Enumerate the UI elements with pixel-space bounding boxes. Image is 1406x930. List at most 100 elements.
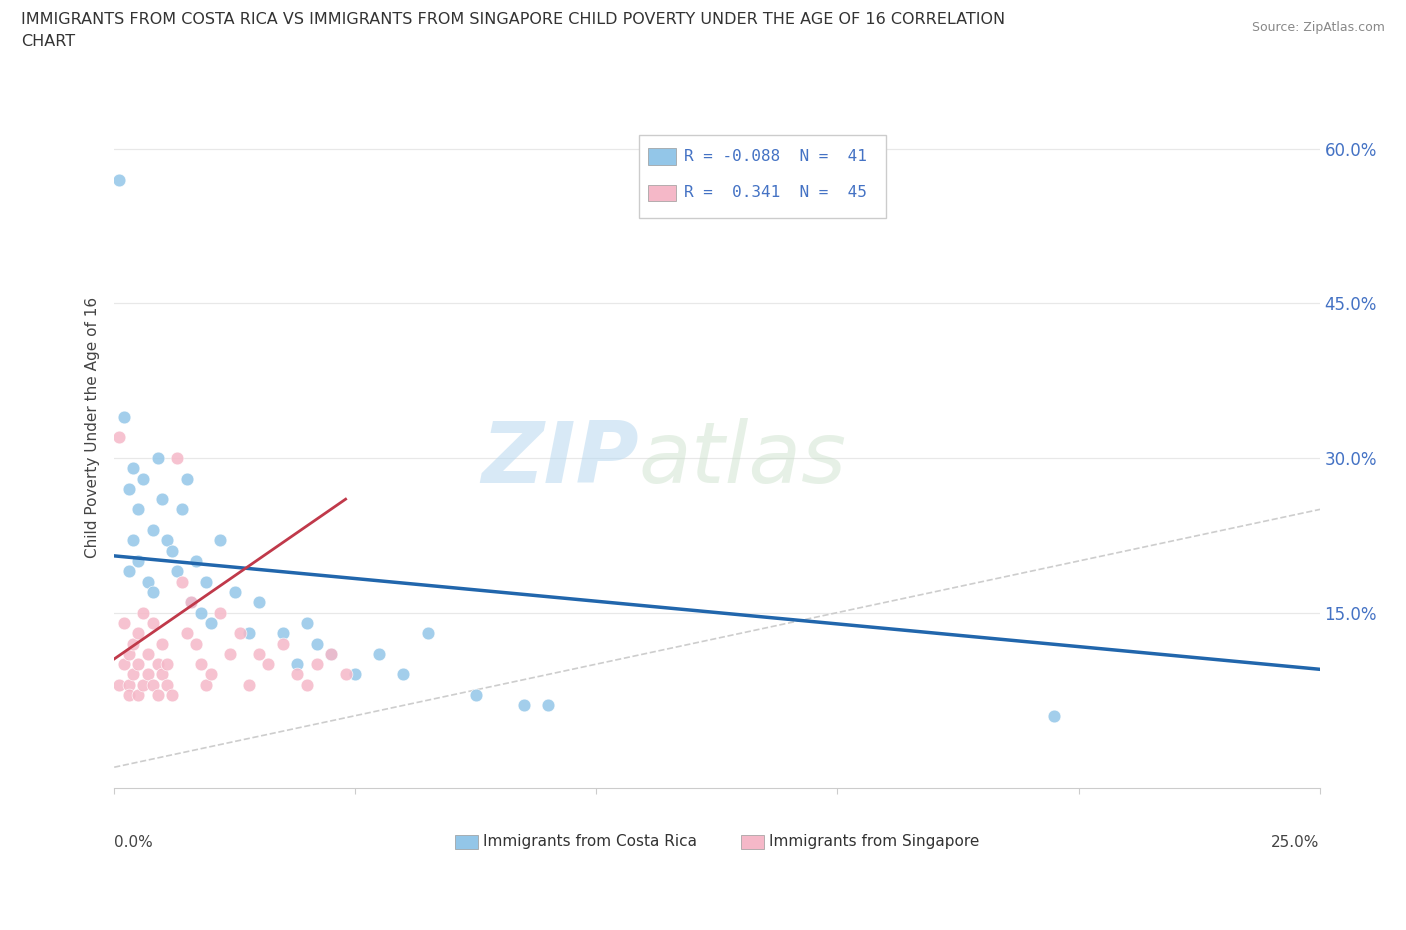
- Point: [238, 677, 260, 692]
- Point: [122, 636, 145, 651]
- Point: [118, 687, 141, 702]
- Point: [132, 677, 155, 692]
- Point: [112, 616, 135, 631]
- Point: [118, 677, 141, 692]
- Bar: [648, 184, 676, 201]
- Point: [247, 595, 270, 610]
- Bar: [741, 835, 763, 849]
- Bar: [456, 835, 478, 849]
- Point: [344, 667, 367, 682]
- Point: [122, 533, 145, 548]
- Point: [170, 502, 193, 517]
- Point: [287, 667, 309, 682]
- Point: [271, 636, 294, 651]
- Point: [156, 677, 179, 692]
- Point: [122, 460, 145, 475]
- Text: Source: ZipAtlas.com: Source: ZipAtlas.com: [1251, 21, 1385, 34]
- Point: [146, 657, 169, 671]
- Point: [146, 687, 169, 702]
- Text: 0.0%: 0.0%: [114, 835, 153, 850]
- Point: [160, 543, 183, 558]
- Point: [513, 698, 536, 712]
- Point: [190, 657, 212, 671]
- Point: [142, 616, 165, 631]
- Point: [170, 574, 193, 589]
- Point: [112, 657, 135, 671]
- Point: [142, 677, 165, 692]
- Point: [136, 646, 159, 661]
- Point: [295, 616, 318, 631]
- Point: [194, 574, 217, 589]
- Point: [146, 450, 169, 465]
- Point: [108, 430, 131, 445]
- Point: [152, 636, 174, 651]
- Point: [209, 533, 232, 548]
- Point: [112, 409, 135, 424]
- Point: [152, 492, 174, 507]
- Point: [200, 616, 222, 631]
- Y-axis label: Child Poverty Under the Age of 16: Child Poverty Under the Age of 16: [86, 297, 100, 558]
- Point: [1043, 709, 1066, 724]
- Point: [127, 687, 149, 702]
- Point: [287, 657, 309, 671]
- Text: R =  0.341  N =  45: R = 0.341 N = 45: [685, 185, 868, 200]
- Point: [118, 646, 141, 661]
- Point: [122, 667, 145, 682]
- Point: [142, 523, 165, 538]
- Point: [156, 657, 179, 671]
- Point: [156, 533, 179, 548]
- Point: [108, 677, 131, 692]
- Point: [186, 553, 208, 568]
- Point: [228, 626, 250, 641]
- Point: [127, 657, 149, 671]
- Point: [219, 646, 242, 661]
- Text: atlas: atlas: [638, 418, 846, 501]
- Point: [108, 172, 131, 187]
- Point: [176, 626, 198, 641]
- Point: [416, 626, 439, 641]
- Point: [321, 646, 343, 661]
- Point: [335, 667, 357, 682]
- Point: [180, 595, 202, 610]
- Point: [464, 687, 486, 702]
- Point: [166, 564, 188, 578]
- Point: [200, 667, 222, 682]
- Point: [209, 605, 232, 620]
- Text: Immigrants from Singapore: Immigrants from Singapore: [769, 834, 979, 849]
- Point: [136, 574, 159, 589]
- Point: [305, 636, 328, 651]
- Point: [136, 667, 159, 682]
- Point: [132, 472, 155, 486]
- Point: [238, 626, 260, 641]
- Point: [186, 636, 208, 651]
- Point: [368, 646, 391, 661]
- Point: [118, 482, 141, 497]
- Text: CHART: CHART: [21, 34, 75, 49]
- Point: [247, 646, 270, 661]
- Point: [127, 626, 149, 641]
- Point: [257, 657, 280, 671]
- Point: [190, 605, 212, 620]
- Point: [176, 472, 198, 486]
- Point: [152, 667, 174, 682]
- Point: [118, 564, 141, 578]
- Text: IMMIGRANTS FROM COSTA RICA VS IMMIGRANTS FROM SINGAPORE CHILD POVERTY UNDER THE : IMMIGRANTS FROM COSTA RICA VS IMMIGRANTS…: [21, 12, 1005, 27]
- FancyBboxPatch shape: [638, 135, 886, 218]
- Point: [392, 667, 415, 682]
- Point: [305, 657, 328, 671]
- Point: [224, 585, 246, 600]
- Point: [180, 595, 202, 610]
- Point: [166, 450, 188, 465]
- Point: [271, 626, 294, 641]
- Bar: [648, 149, 676, 165]
- Point: [127, 553, 149, 568]
- Point: [132, 605, 155, 620]
- Text: R = -0.088  N =  41: R = -0.088 N = 41: [685, 149, 868, 164]
- Point: [321, 646, 343, 661]
- Point: [142, 585, 165, 600]
- Point: [127, 502, 149, 517]
- Text: ZIP: ZIP: [481, 418, 638, 501]
- Point: [194, 677, 217, 692]
- Point: [537, 698, 560, 712]
- Point: [295, 677, 318, 692]
